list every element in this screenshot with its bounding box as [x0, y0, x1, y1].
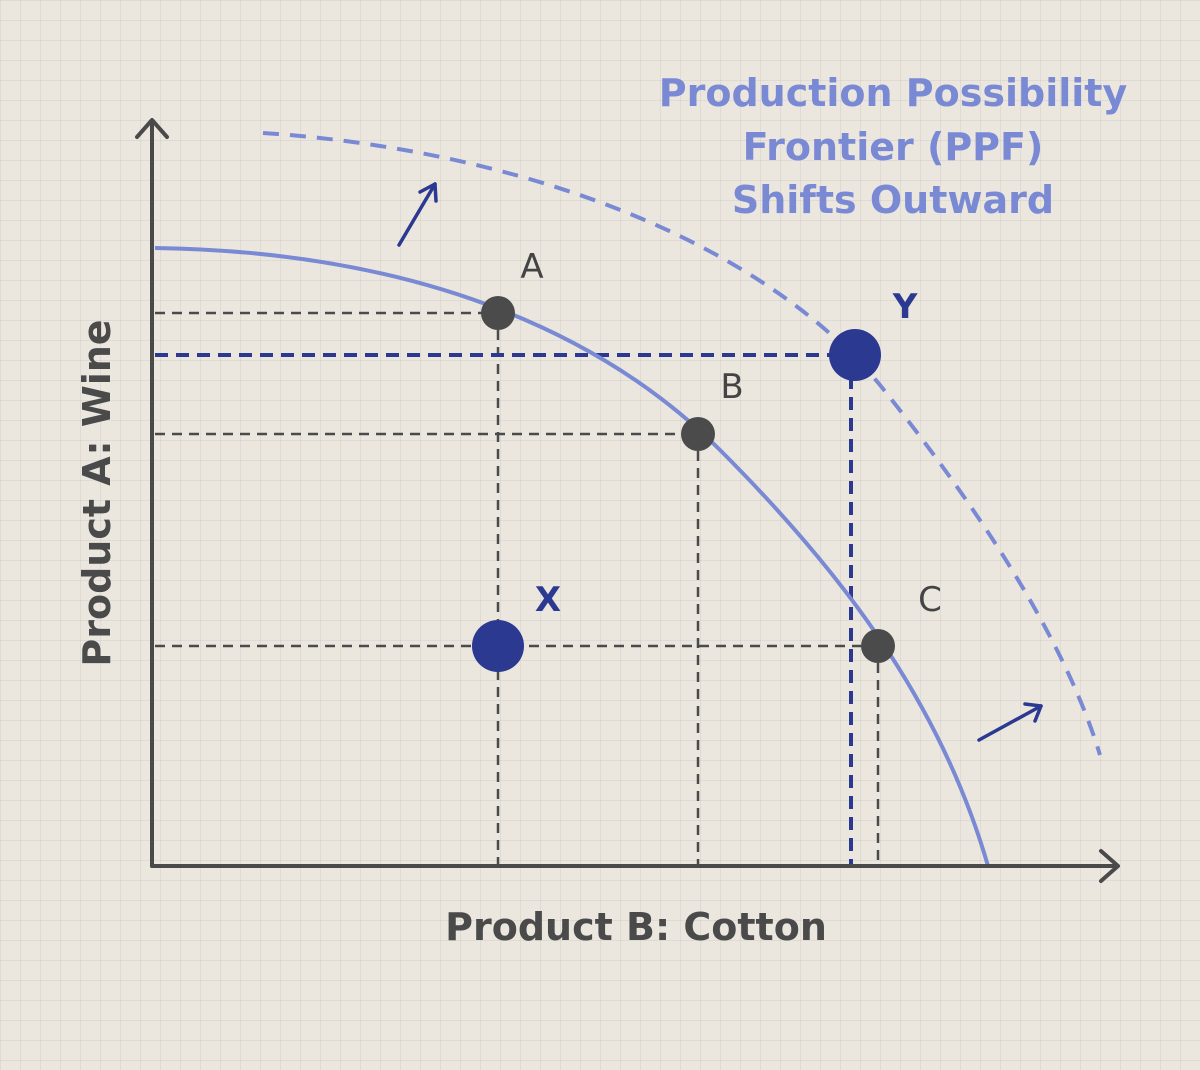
- point-b: [681, 417, 715, 451]
- shift-arrow-icon: [977, 702, 1043, 742]
- point-x: [472, 620, 524, 672]
- shift-arrow-icon: [397, 182, 438, 247]
- x-axis-label: Product B: Cotton: [445, 905, 827, 949]
- point-y: [829, 329, 881, 381]
- axes: [135, 118, 1120, 883]
- title: Production Possibility Frontier (PPF) Sh…: [659, 71, 1128, 222]
- guide-lines-y: [155, 353, 853, 866]
- point-x-label: X: [535, 580, 561, 620]
- y-axis-arrowhead: [135, 118, 169, 139]
- title-line-2: Frontier (PPF): [743, 125, 1044, 169]
- ppf-curve: [154, 246, 990, 867]
- point-c: [861, 629, 895, 663]
- guide-lines: [155, 311, 880, 866]
- title-line-3: Shifts Outward: [732, 178, 1054, 222]
- point-y-label: Y: [892, 287, 918, 327]
- y-axis-label: Product A: Wine: [75, 319, 119, 666]
- point-a-label: A: [520, 247, 543, 287]
- title-line-1: Production Possibility: [659, 71, 1128, 115]
- shifted-ppf-curve: [262, 131, 1102, 756]
- x-axis-arrowhead: [1099, 849, 1120, 883]
- point-c-label: C: [918, 580, 942, 620]
- point-a: [481, 296, 515, 330]
- point-b-label: B: [720, 367, 743, 407]
